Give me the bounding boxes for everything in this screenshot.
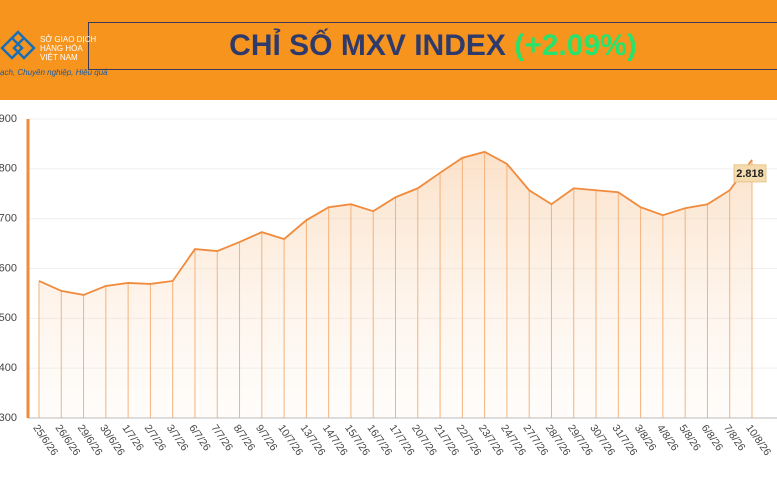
- x-tick-label: 7/7/26: [209, 422, 236, 453]
- y-tick-label: 2.900: [0, 113, 17, 125]
- value-label: 2.818: [736, 168, 764, 180]
- x-tick-label: 2/7/26: [142, 422, 169, 453]
- y-tick-label: 2.800: [0, 163, 17, 175]
- title-box: [88, 22, 777, 70]
- header-band: [0, 0, 777, 100]
- logo-icon: [0, 30, 36, 60]
- y-tick-label: 2.400: [0, 362, 17, 374]
- logo-line: HÀNG HÓA: [40, 44, 83, 53]
- x-tick-label: 4/8/26: [654, 422, 681, 453]
- x-tick-label: 6/8/26: [699, 422, 726, 453]
- x-tick-label: 5/8/26: [676, 422, 703, 453]
- y-tick-label: 2.300: [0, 412, 17, 424]
- x-tick-label: 3/7/26: [164, 422, 191, 453]
- title-change: (+2.09%): [514, 29, 637, 62]
- title-text: CHỈ SỐ MXV INDEX: [229, 28, 506, 62]
- y-tick-label: 2.500: [0, 312, 17, 324]
- x-tick-label: 7/8/26: [721, 422, 748, 453]
- line: [38, 150, 753, 296]
- x-tick-label: 10/8/26: [743, 422, 773, 458]
- logo-line: SỞ GIAO DỊCH: [40, 35, 96, 44]
- x-tick-label: 8/7/26: [231, 422, 258, 453]
- logo-tagline: ạch, Chuyên nghiệp, Hiệu quả: [0, 68, 108, 77]
- y-tick-label: 2.600: [0, 262, 17, 274]
- logo-line: VIỆT NAM: [40, 53, 78, 62]
- value-label-box: [733, 164, 767, 183]
- x-tick-label: 9/7/26: [253, 422, 280, 453]
- y-tick-label: 2.700: [0, 213, 17, 225]
- chart-title: CHỈ SỐ MXV INDEX (+2.09%): [229, 28, 637, 62]
- x-tick-label: 6/7/26: [186, 422, 213, 453]
